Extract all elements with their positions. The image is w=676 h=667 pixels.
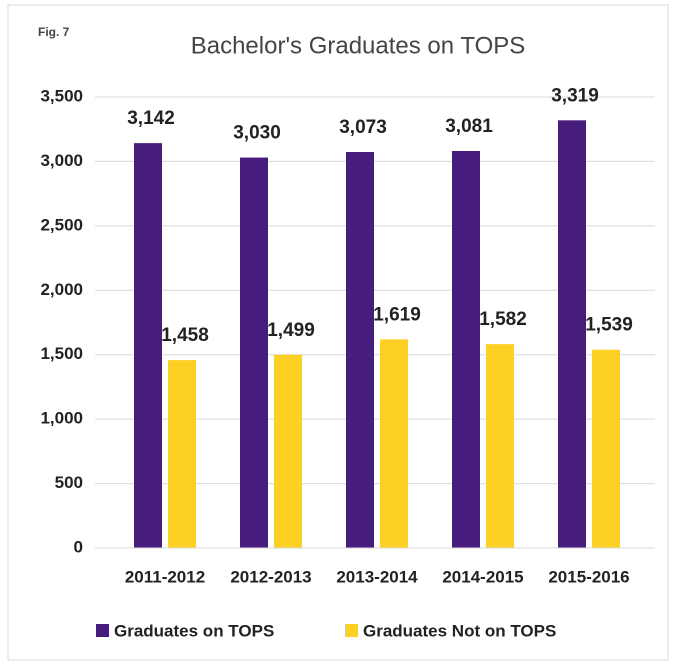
bar <box>452 150 480 548</box>
y-tick-label: 500 <box>55 473 83 492</box>
x-tick-label: 2012-2013 <box>230 567 311 586</box>
x-tick-label: 2011-2012 <box>125 567 205 586</box>
x-tick-label: 2014-2015 <box>442 567 523 586</box>
bar <box>240 157 268 548</box>
bar <box>486 344 514 548</box>
bar <box>134 143 162 548</box>
value-label: 1,539 <box>585 315 633 336</box>
y-tick-label: 2,000 <box>40 280 83 299</box>
x-tick-label: 2015-2016 <box>548 567 629 586</box>
legend-swatch <box>96 624 109 637</box>
value-label: 1,458 <box>161 325 209 346</box>
value-label: 1,582 <box>479 309 527 330</box>
legend-swatch <box>345 624 358 637</box>
bar <box>274 354 302 548</box>
bar <box>346 152 374 548</box>
x-tick-label: 2013-2014 <box>336 567 418 586</box>
value-label: 1,499 <box>267 320 315 341</box>
value-label: 3,142 <box>127 108 175 129</box>
value-label: 3,319 <box>551 85 599 106</box>
value-label: 3,030 <box>233 123 281 144</box>
value-label: 3,073 <box>339 117 387 138</box>
bar <box>168 360 196 548</box>
legend-label: Graduates Not on TOPS <box>363 621 556 640</box>
chart-title: Bachelor's Graduates on TOPS <box>191 32 526 59</box>
y-tick-label: 1,000 <box>40 409 83 428</box>
y-tick-label: 2,500 <box>40 215 83 234</box>
bar <box>380 339 408 548</box>
bar <box>558 120 586 548</box>
legend-label: Graduates on TOPS <box>114 621 274 640</box>
y-tick-label: 0 <box>74 537 83 556</box>
value-label: 1,619 <box>373 304 421 325</box>
y-tick-label: 3,000 <box>40 151 83 170</box>
y-tick-label: 1,500 <box>40 344 83 363</box>
value-label: 3,081 <box>445 116 493 137</box>
y-tick-label: 3,500 <box>40 86 83 105</box>
bar <box>592 349 620 548</box>
annotation: Fig. 7 <box>38 25 70 39</box>
